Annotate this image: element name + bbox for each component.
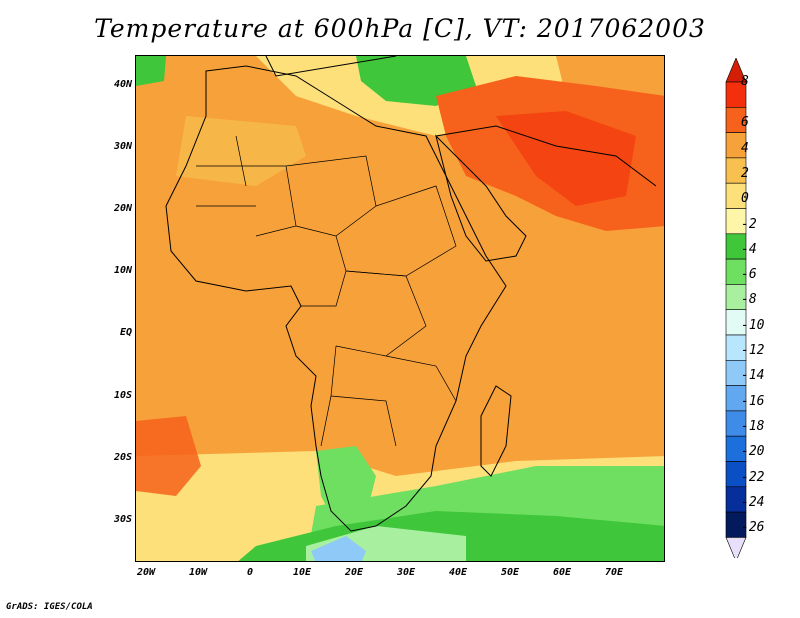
colorbar-label: -24 <box>741 494 765 510</box>
colorbar-label: -16 <box>741 393 765 409</box>
lon-label-40e: 40E <box>448 567 468 578</box>
lon-label-20e: 20E <box>344 567 364 578</box>
lon-label-70e: 70E <box>604 567 624 578</box>
lon-label-10e: 10E <box>292 567 312 578</box>
colorbar-swatches <box>725 58 747 558</box>
lon-label-10w: 10W <box>188 567 208 578</box>
middle-east-coast <box>435 125 657 187</box>
colorbar-label: 8 <box>741 74 749 89</box>
coastlines <box>165 56 657 532</box>
colorbar-label: -14 <box>741 368 765 384</box>
country-borders <box>196 135 457 447</box>
south-africa-green <box>316 446 376 526</box>
colorbar-label: -8 <box>741 292 757 308</box>
colorbar-label: 2 <box>741 165 749 181</box>
lon-label-20w: 20W <box>136 567 156 578</box>
hottest-core <box>496 111 636 206</box>
lon-label-50e: 50E <box>500 567 520 578</box>
lon-label-0: 0 <box>246 567 254 578</box>
colorbar-label: -10 <box>741 317 765 333</box>
lat-label-30n: 30N <box>113 141 132 152</box>
africa-coastline <box>165 65 507 532</box>
lat-label-20n: 20N <box>113 203 132 214</box>
colorbar-label: 0 <box>741 191 749 207</box>
colorbar-label: -2 <box>741 216 757 232</box>
lat-label-40n: 40N <box>113 79 132 90</box>
credit-text: GrADS: IGES/COLA <box>6 602 93 612</box>
lon-label-60e: 60E <box>552 567 572 578</box>
map-plot-area <box>135 55 665 562</box>
colorbar-label: -20 <box>741 444 765 460</box>
lat-label-20s: 20S <box>113 452 132 463</box>
red-sea-arabia <box>435 134 527 262</box>
colorbar-label: 4 <box>741 140 749 156</box>
lat-label-10n: 10N <box>113 265 132 276</box>
map-title: Temperature at 600hPa [C], VT: 201706200… <box>94 14 706 43</box>
lon-label-30e: 30E <box>396 567 416 578</box>
atlantic-hot-patch <box>136 416 201 496</box>
lat-label-10s: 10S <box>113 390 132 401</box>
europe-coast <box>265 56 397 77</box>
south-blue-patch <box>311 536 366 561</box>
colorbar-bottom-arrow <box>725 537 747 558</box>
colorbar-label: -6 <box>741 267 757 283</box>
lat-label-eq: EQ <box>119 327 132 338</box>
lat-label-30s: 30S <box>113 514 132 525</box>
west-africa-pale <box>176 116 306 186</box>
colorbar <box>725 58 747 558</box>
madagascar <box>480 385 512 477</box>
colorbar-label: -12 <box>741 343 765 358</box>
temperature-field <box>136 56 664 561</box>
colorbar-label: 6 <box>741 115 749 131</box>
colorbar-label: -18 <box>741 418 765 434</box>
colorbar-label: -4 <box>741 241 757 257</box>
cool-patch-nw <box>136 56 166 86</box>
colorbar-label: -26 <box>741 520 765 536</box>
colorbar-label: -22 <box>741 469 765 485</box>
